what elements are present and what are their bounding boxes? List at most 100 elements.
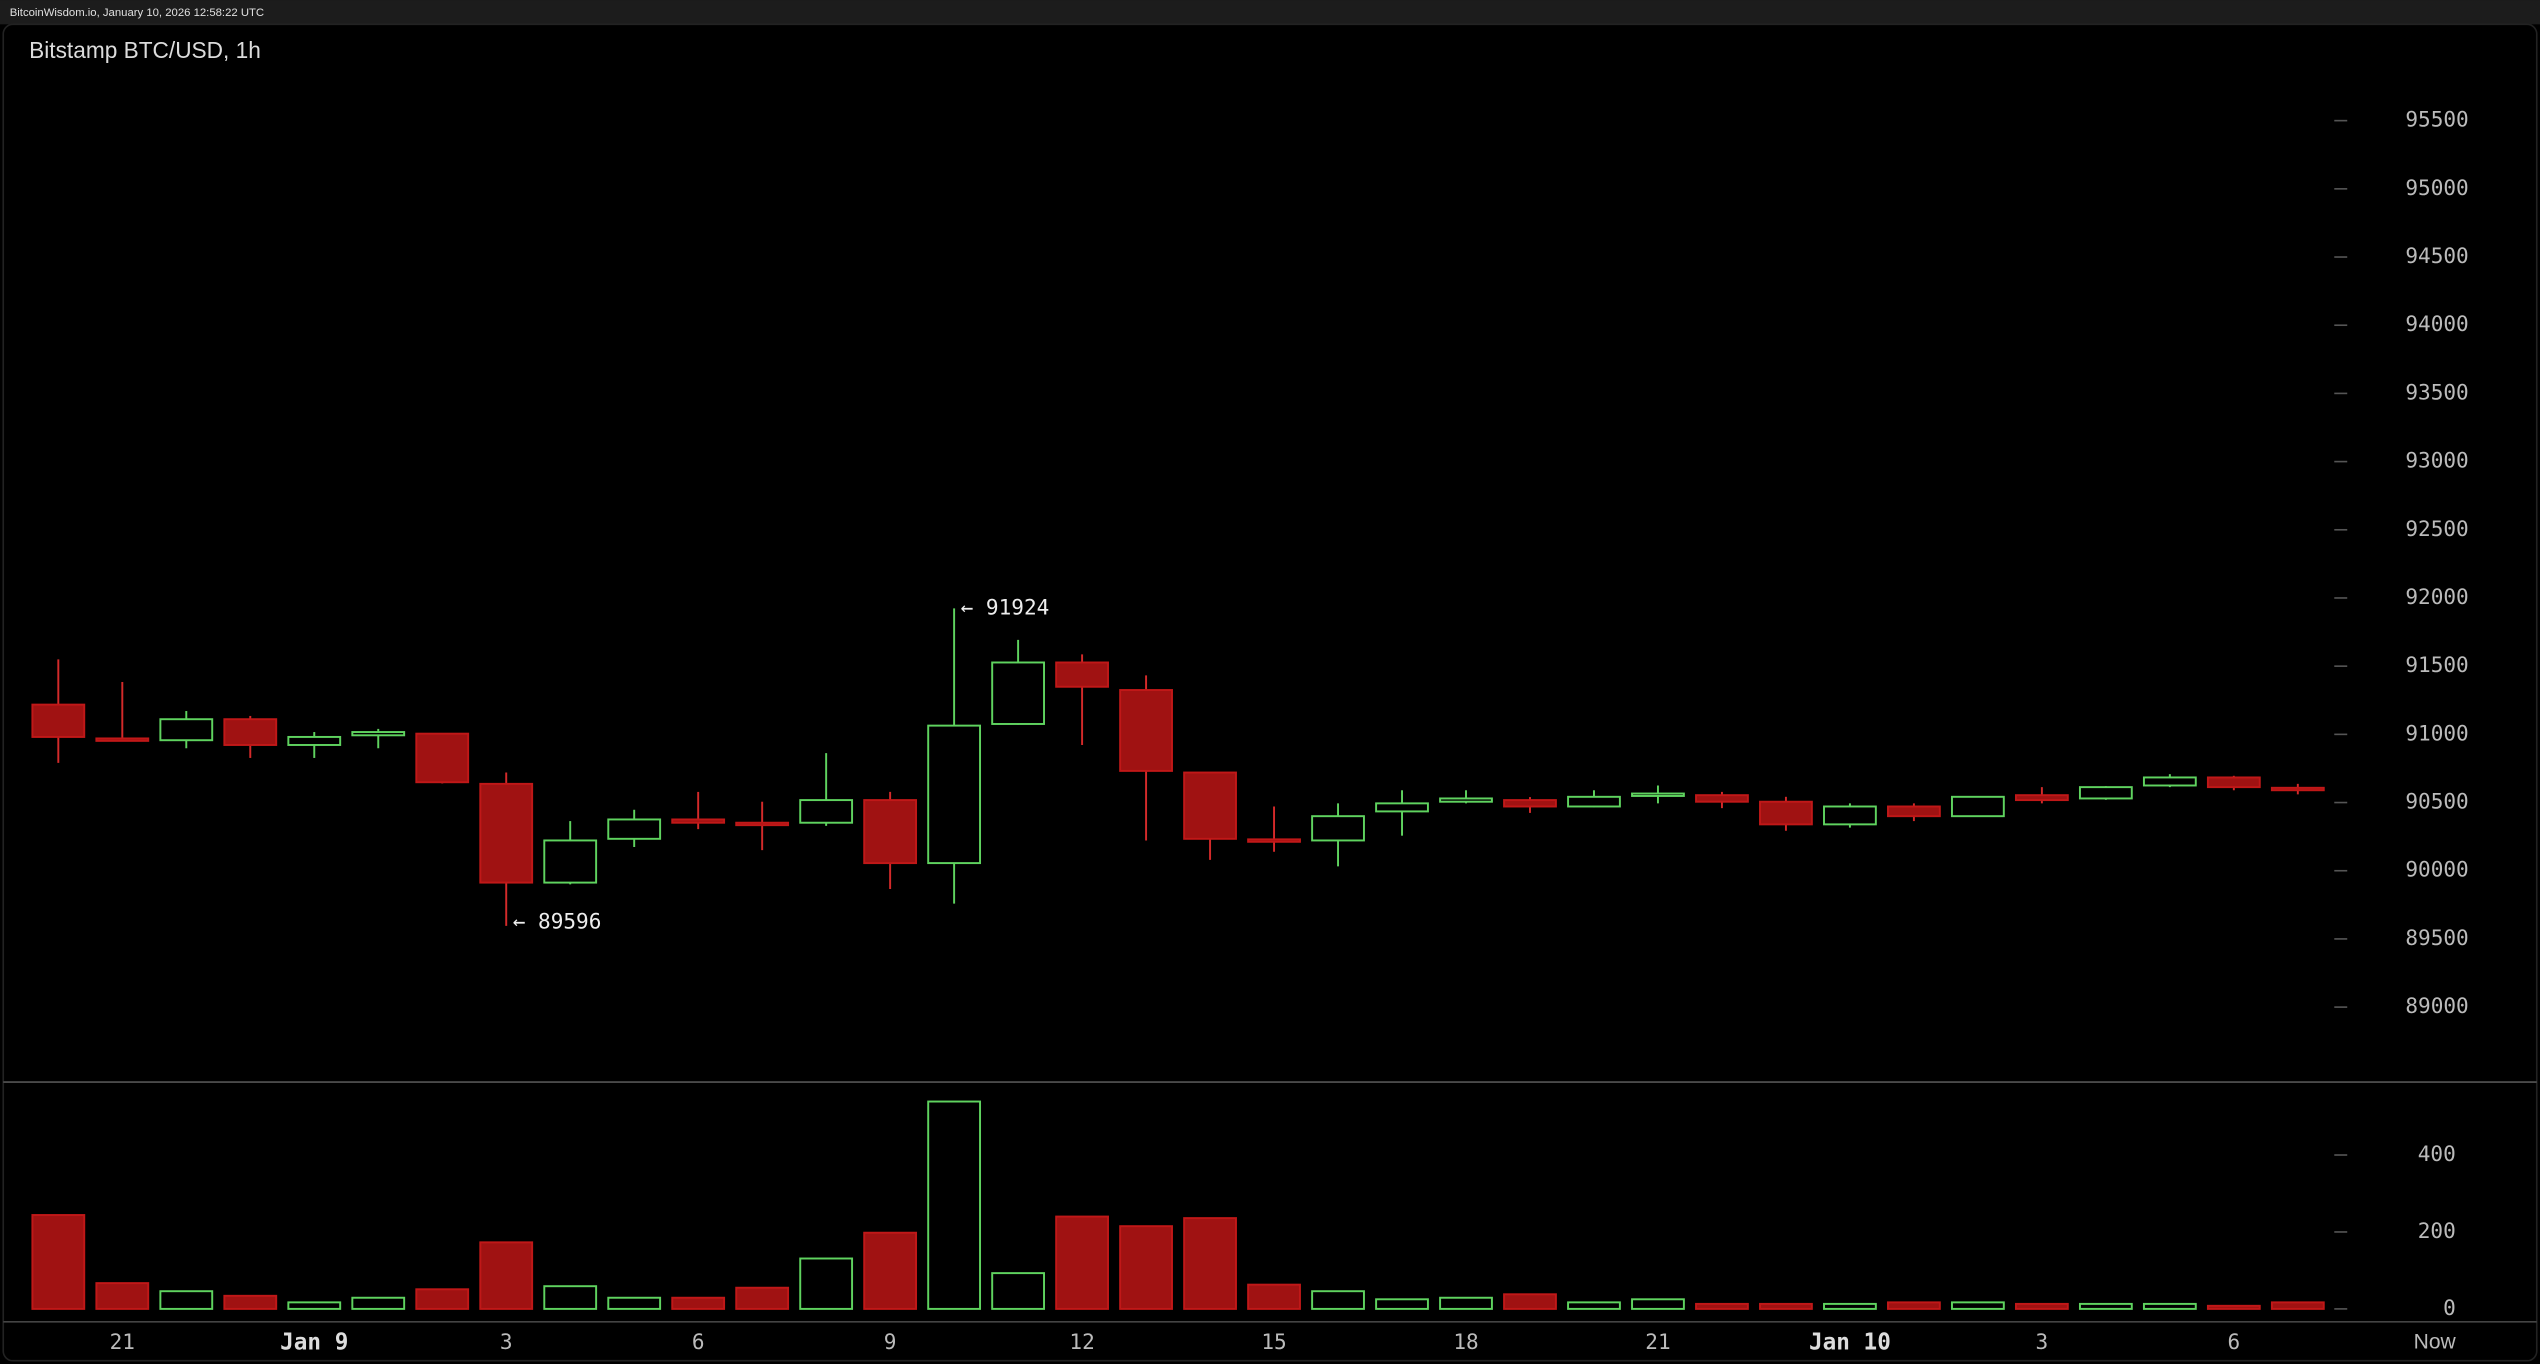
x-tick-label: Jan 10 — [1809, 1329, 1891, 1355]
x-tick-label: 15 — [1261, 1329, 1286, 1354]
candle-body-down — [1055, 661, 1109, 688]
volume-bar — [1759, 1302, 1813, 1310]
candle-body-up — [287, 735, 342, 746]
x-tick-label: 6 — [2228, 1329, 2241, 1354]
x-tick-label: 21 — [1645, 1329, 1670, 1354]
x-tick-label: Jan 9 — [280, 1329, 348, 1355]
volume-tick-label: 0 — [2443, 1295, 2456, 1320]
candle-body-down — [735, 821, 790, 827]
y-tick-label: 94000 — [2405, 311, 2468, 336]
volume-bar — [543, 1285, 598, 1310]
volume-bar — [2078, 1302, 2133, 1310]
volume-bar — [927, 1100, 982, 1310]
panel — [2, 23, 2538, 1362]
volume-tick-label: 400 — [2418, 1141, 2456, 1166]
volume-bar — [799, 1257, 854, 1310]
volume-bar — [1631, 1298, 1685, 1310]
candle-body-up — [159, 718, 214, 742]
volume-bar — [287, 1301, 342, 1310]
volume-bar — [1503, 1293, 1557, 1310]
y-tick-label: 94500 — [2405, 243, 2468, 268]
candle-body-down — [31, 703, 86, 738]
y-tick-label: 93500 — [2405, 379, 2468, 404]
y-tick-label: 92000 — [2405, 584, 2468, 609]
volume-bar — [1055, 1215, 1109, 1310]
candle-body-up — [1951, 795, 2005, 818]
volume-bar — [1951, 1301, 2005, 1310]
candle-body-up — [1631, 792, 1685, 797]
volume-bar — [2206, 1304, 2261, 1310]
volume-bar — [607, 1296, 662, 1310]
y-tick-label: 95000 — [2405, 175, 2468, 200]
candle-body-down — [863, 799, 918, 865]
candle-body-down — [671, 818, 726, 824]
candle-body-down — [1183, 771, 1237, 840]
volume-bar — [991, 1272, 1045, 1310]
y-tick-label: 90000 — [2405, 857, 2468, 882]
volume-bar — [2142, 1302, 2197, 1310]
candle-body-down — [2206, 776, 2261, 789]
candle-body-up — [351, 731, 406, 737]
annotation: ← 89596 — [513, 909, 602, 934]
x-tick-label: 6 — [692, 1329, 705, 1354]
volume-bar — [1695, 1302, 1749, 1310]
candle-body-up — [927, 724, 982, 865]
volume-bar — [1567, 1301, 1621, 1310]
header: BitcoinWisdom.io, January 10, 2026 12:58… — [10, 7, 264, 19]
candle-body-up — [1823, 805, 1877, 826]
y-tick-label: 93000 — [2405, 448, 2468, 473]
candle-body-up — [1439, 797, 1493, 803]
volume-bar — [1183, 1217, 1237, 1310]
candle-body-up — [1375, 802, 1429, 813]
volume-bar — [1119, 1225, 1173, 1310]
candle-body-down — [1119, 689, 1173, 772]
y-tick-label: 90500 — [2405, 789, 2468, 814]
x-tick-label: 21 — [110, 1329, 135, 1354]
volume-bar — [479, 1241, 534, 1310]
candle-body-up — [1567, 795, 1621, 808]
x-tick-label: 9 — [884, 1329, 897, 1354]
candle-body-up — [2078, 786, 2133, 800]
candle-body-up — [607, 818, 662, 840]
x-tick-label: 3 — [500, 1329, 513, 1354]
x-tick-label: 18 — [1453, 1329, 1478, 1354]
volume-bar — [95, 1282, 150, 1310]
volume-bar — [1887, 1301, 1941, 1310]
top-bar — [0, 0, 2540, 25]
candle-body-up — [543, 839, 598, 884]
volume-bar — [735, 1286, 790, 1310]
volume-bar — [223, 1294, 278, 1310]
x-tick-label: 3 — [2036, 1329, 2049, 1354]
volume-bar — [415, 1288, 470, 1310]
y-tick-label: 95500 — [2405, 107, 2468, 132]
volume-bar — [863, 1231, 918, 1310]
volume-bar — [31, 1214, 86, 1310]
volume-bar — [159, 1290, 214, 1310]
candle-body-up — [1311, 815, 1365, 842]
volume-bar — [1823, 1302, 1877, 1310]
candle-body-down — [415, 732, 470, 784]
volume-bar — [2014, 1302, 2069, 1310]
candle-body-up — [991, 661, 1045, 725]
y-tick-label: 92500 — [2405, 516, 2468, 541]
candle-body-down — [1503, 799, 1557, 808]
volume-bar — [1311, 1290, 1365, 1310]
candle-body-down — [1247, 838, 1301, 843]
volume-bar — [351, 1296, 406, 1310]
candle-body-down — [223, 718, 278, 746]
volume-bar — [2270, 1301, 2325, 1310]
candle-body-down — [95, 737, 150, 742]
candle-body-up — [799, 799, 854, 824]
volume-tick-label: 200 — [2418, 1218, 2456, 1243]
candle-body-down — [1759, 800, 1813, 826]
volume-bar — [1439, 1296, 1493, 1310]
volume-bar — [671, 1296, 726, 1310]
candle-body-down — [2014, 794, 2069, 802]
annotation: ← 91924 — [961, 594, 1050, 619]
y-tick-label: 91500 — [2405, 652, 2468, 677]
x-end-label: Now — [2414, 1330, 2457, 1353]
chart-title: Bitstamp BTC/USD, 1h — [29, 37, 261, 63]
y-tick-label: 91000 — [2405, 720, 2468, 745]
